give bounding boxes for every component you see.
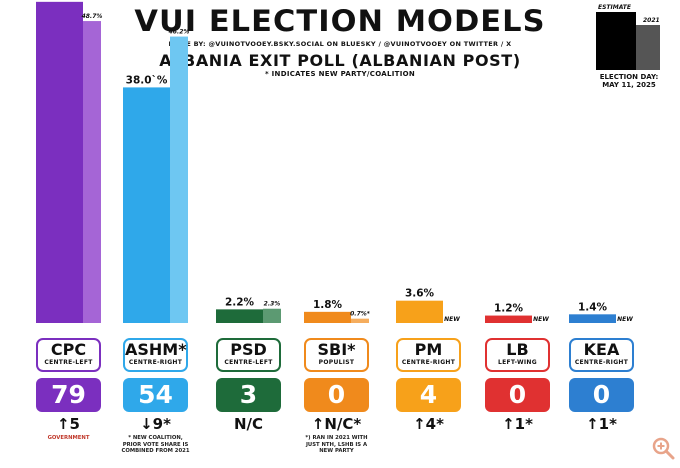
bar-estimate-5 bbox=[485, 315, 532, 323]
footnote-0: GOVERNMENT bbox=[47, 435, 90, 441]
party-ideology: CENTRE-RIGHT bbox=[128, 359, 183, 366]
label-2021-5: NEW bbox=[533, 316, 549, 323]
party-ideology: CENTRE-LEFT bbox=[44, 359, 93, 366]
party-card-3: SBI* POPULIST bbox=[304, 338, 369, 372]
label-2021-2: 2.3% bbox=[264, 301, 281, 308]
party-card-4: PM CENTRE-RIGHT bbox=[396, 338, 461, 372]
bar-2021-3 bbox=[351, 318, 369, 323]
election-day-label: ELECTION DAY: bbox=[599, 73, 659, 81]
seat-count-1: 54 bbox=[123, 378, 188, 412]
bar-estimate-1 bbox=[123, 87, 170, 324]
party-card-2: PSD CENTRE-LEFT bbox=[216, 338, 281, 372]
party-card-6: KEA CENTRE-RIGHT bbox=[569, 338, 634, 372]
bar-estimate-2 bbox=[216, 309, 263, 323]
legend-estimate-swatch bbox=[596, 12, 636, 70]
seat-change-0: ↑5 bbox=[56, 415, 80, 433]
party-ideology: CENTRE-RIGHT bbox=[401, 359, 456, 366]
label-estimate-1: 38.0`% bbox=[126, 74, 168, 86]
seat-change-5: ↑1* bbox=[502, 415, 533, 433]
label-2021-0: 48.7% bbox=[82, 13, 103, 20]
new-party-note: * INDICATES NEW PARTY/COALITION bbox=[264, 70, 416, 78]
bar-2021-1 bbox=[170, 36, 188, 324]
seat-change-3: ↑N/C* bbox=[311, 415, 362, 433]
bar-estimate-4 bbox=[396, 300, 443, 323]
party-ideology: CENTRE-LEFT bbox=[224, 359, 273, 366]
bar-estimate-6 bbox=[569, 314, 616, 323]
legend-estimate-label: ESTIMATE bbox=[598, 4, 631, 11]
seat-count-3: 0 bbox=[304, 378, 369, 412]
zoom-icon[interactable] bbox=[651, 436, 675, 460]
election-day-date: MAY 11, 2025 bbox=[602, 81, 656, 89]
legend: ESTIMATE 2021 ELECTION DAY: MAY 11, 2025 bbox=[596, 4, 666, 96]
label-2021-6: NEW bbox=[617, 316, 633, 323]
chart-title: VUI ELECTION MODELS bbox=[134, 4, 546, 38]
legend-prior-label: 2021 bbox=[643, 17, 660, 24]
party-name: PM bbox=[414, 340, 443, 359]
label-estimate-2: 2.2% bbox=[225, 296, 255, 308]
label-estimate-6: 1.4% bbox=[578, 301, 608, 313]
bar-2021-2 bbox=[263, 308, 281, 323]
party-card-0: CPC CENTRE-LEFT bbox=[36, 338, 101, 372]
seat-count-5: 0 bbox=[485, 378, 550, 412]
bar-chart: 51.8% 48.7% 38.0`% 46.2% 2.2% 2.3% 1.8% 0.7%* 3.… bbox=[36, 0, 633, 324]
party-card-5: LB LEFT-WING bbox=[485, 338, 550, 372]
seat-change-2: N/C bbox=[233, 415, 264, 433]
credit-line: MADE BY: @VUINOTVOOEY.BSKY.SOCIAL ON BLU… bbox=[168, 40, 512, 48]
label-estimate-4: 3.6% bbox=[405, 288, 435, 300]
footnote-3: *) RAN IN 2021 WITH JUST NTH, LSHB IS A … bbox=[305, 435, 368, 454]
label-estimate-0: 51.8% bbox=[41, 0, 78, 1]
party-card-1: ASHM* CENTRE-RIGHT bbox=[123, 338, 188, 372]
bar-estimate-3 bbox=[304, 311, 351, 323]
party-name: LB bbox=[506, 340, 529, 359]
seat-change-6: ↑1* bbox=[586, 415, 617, 433]
seat-count-6: 0 bbox=[569, 378, 634, 412]
party-name: PSD bbox=[230, 340, 267, 359]
seat-count-2: 3 bbox=[216, 378, 281, 412]
chart-subtitle: ALBANIA EXIT POLL (ALBANIAN POST) bbox=[159, 51, 521, 70]
seat-change-1: ↓9* bbox=[140, 415, 171, 433]
label-2021-4: NEW bbox=[444, 316, 460, 323]
label-estimate-3: 1.8% bbox=[313, 299, 343, 311]
party-ideology: POPULIST bbox=[318, 359, 355, 366]
election-day: ELECTION DAY: MAY 11, 2025 bbox=[596, 73, 662, 89]
label-estimate-5: 1.2% bbox=[494, 303, 524, 315]
seat-change-4: ↑4* bbox=[413, 415, 444, 433]
legend-prior-swatch bbox=[636, 25, 660, 70]
footnote-1: * NEW COALITION, PRIOR VOTE SHARE IS COM… bbox=[121, 435, 190, 454]
party-name: CPC bbox=[50, 340, 87, 359]
bar-2021-0 bbox=[83, 21, 101, 324]
party-name: KEA bbox=[583, 340, 620, 359]
party-ideology: CENTRE-RIGHT bbox=[574, 359, 629, 366]
bar-estimate-0 bbox=[36, 1, 83, 324]
label-2021-3: 0.7%* bbox=[350, 311, 371, 318]
seat-count-0: 79 bbox=[36, 378, 101, 412]
party-name: ASHM* bbox=[125, 340, 187, 359]
party-name: SBI* bbox=[317, 340, 356, 359]
label-2021-1: 46.2% bbox=[169, 29, 190, 36]
seat-count-4: 4 bbox=[396, 378, 461, 412]
party-ideology: LEFT-WING bbox=[498, 359, 537, 366]
